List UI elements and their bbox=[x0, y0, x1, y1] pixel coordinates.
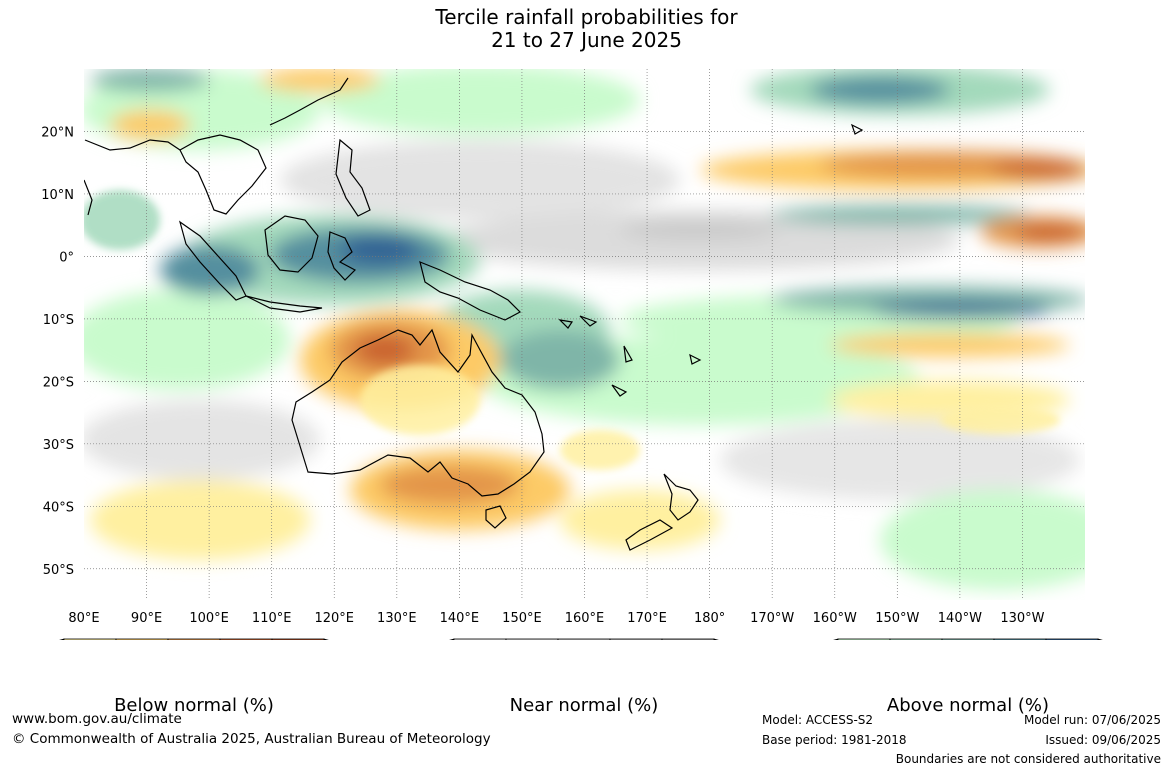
colorbar-2: 405060708090 bbox=[449, 638, 719, 640]
colorbar-swatch bbox=[993, 638, 1047, 640]
latitude-label: 40°S bbox=[43, 500, 74, 515]
base-period: Base period: 1981-2018 bbox=[762, 733, 907, 747]
longitude-label: 100°E bbox=[189, 611, 229, 626]
colorbar-swatch bbox=[661, 638, 715, 640]
latitude-label: 10°S bbox=[43, 313, 74, 328]
latitude-label: 20°S bbox=[43, 375, 74, 390]
colorbar-max-extension bbox=[1097, 638, 1103, 640]
probability-field bbox=[84, 69, 1085, 600]
latitude-label: 50°S bbox=[43, 563, 74, 578]
below-normal-legend-label: Below normal (%) bbox=[114, 695, 274, 716]
longitude-label: 160°E bbox=[565, 611, 605, 626]
colorbar-max-extension bbox=[713, 638, 719, 640]
colorbar-1: 405060708090 bbox=[59, 638, 329, 640]
model-run-date: Model run: 07/06/2025 bbox=[1023, 713, 1161, 727]
coastlines bbox=[84, 77, 864, 551]
longitude-label: 160°W bbox=[813, 611, 857, 626]
longitude-label: 150°E bbox=[502, 611, 542, 626]
colorbar-3: 405060708090 bbox=[833, 638, 1103, 640]
copyright-notice: © Commonwealth of Australia 2025, Austra… bbox=[12, 731, 491, 747]
longitude-label: 150°W bbox=[875, 611, 919, 626]
colorbar-swatch bbox=[609, 638, 663, 640]
colorbar-swatch bbox=[115, 638, 169, 640]
latitude-label: 0° bbox=[59, 250, 74, 265]
map-title-line1: Tercile rainfall probabilities for bbox=[435, 5, 738, 29]
longitude-label: 110°E bbox=[252, 611, 292, 626]
colorbar-swatch bbox=[889, 638, 943, 640]
colorbar-min-extension bbox=[59, 638, 65, 640]
latitude-label: 10°N bbox=[41, 188, 74, 203]
longitude-labels: 80°E 90°E 100°E 110°E 120°E 130°E 140°E 150°E 16… bbox=[68, 611, 1044, 626]
colorbar-min-extension bbox=[833, 638, 839, 640]
longitude-label: 80°E bbox=[68, 611, 99, 626]
colorbar-min-extension bbox=[449, 638, 455, 640]
rainfall-probability-map: 20°N 10°N 0° 10°S 20°S 30°S 40°S 50°S 80°E 90°E 1… bbox=[41, 69, 1103, 640]
longitude-label: 180° bbox=[694, 611, 725, 626]
longitude-label: 120°E bbox=[314, 611, 354, 626]
issued-date: Issued: 09/06/2025 bbox=[1045, 733, 1161, 747]
latitude-label: 30°S bbox=[43, 438, 74, 453]
colorbar-swatch bbox=[941, 638, 995, 640]
longitude-label: 90°E bbox=[131, 611, 162, 626]
longitude-label: 130°W bbox=[1000, 611, 1044, 626]
colorbar-max-extension bbox=[323, 638, 329, 640]
longitude-label: 140°W bbox=[938, 611, 982, 626]
colorbar-swatch bbox=[557, 638, 611, 640]
colorbar-swatch bbox=[219, 638, 273, 640]
colorbar-swatch bbox=[1045, 638, 1099, 640]
colorbar-swatch bbox=[63, 638, 117, 640]
website-link[interactable]: www.bom.gov.au/climate bbox=[12, 711, 182, 727]
colorbar-swatch bbox=[837, 638, 891, 640]
model-name: Model: ACCESS-S2 bbox=[762, 713, 874, 727]
longitude-label: 170°W bbox=[750, 611, 794, 626]
colorbar-swatch bbox=[167, 638, 221, 640]
latitude-labels: 20°N 10°N 0° 10°S 20°S 30°S 40°S 50°S bbox=[41, 125, 74, 577]
colorbar-swatch bbox=[453, 638, 507, 640]
near-normal-legend-label: Near normal (%) bbox=[509, 695, 659, 716]
colorbar-swatch bbox=[505, 638, 559, 640]
longitude-label: 170°E bbox=[627, 611, 667, 626]
longitude-label: 130°E bbox=[377, 611, 417, 626]
graticule bbox=[84, 69, 1085, 600]
longitude-label: 140°E bbox=[440, 611, 480, 626]
above-normal-legend-label: Above normal (%) bbox=[886, 695, 1050, 716]
legends: 405060708090 405060708090 405060708090 bbox=[59, 638, 1103, 640]
latitude-label: 20°N bbox=[41, 125, 74, 140]
boundary-disclaimer: Boundaries are not considered authoritat… bbox=[895, 752, 1161, 766]
map-title-line2: 21 to 27 June 2025 bbox=[491, 28, 682, 52]
colorbar-swatch bbox=[271, 638, 325, 640]
